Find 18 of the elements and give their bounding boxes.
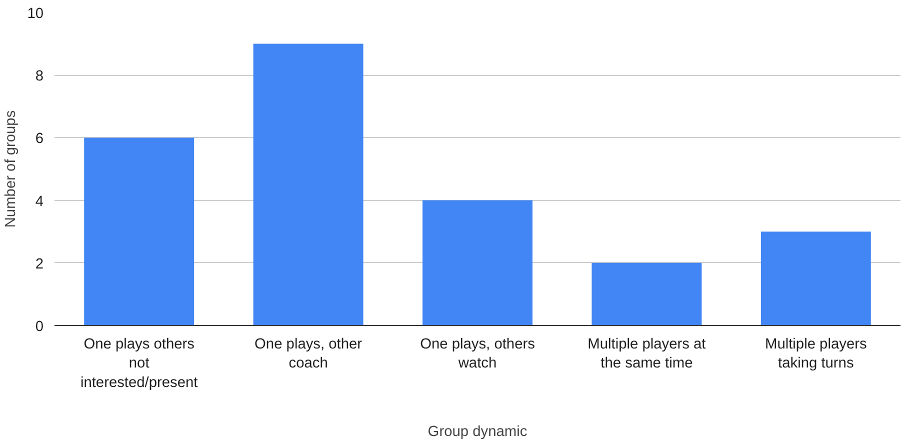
bar bbox=[592, 262, 702, 326]
x-axis-title: Group dynamic bbox=[428, 424, 528, 440]
y-tick-label: 6 bbox=[35, 131, 44, 148]
bar bbox=[422, 200, 532, 326]
bar bbox=[84, 138, 194, 326]
bar bbox=[253, 44, 364, 326]
x-tick-label: Multiple players at the same time bbox=[588, 336, 706, 372]
y-tick-label: 8 bbox=[35, 68, 44, 85]
y-tick-label: 4 bbox=[35, 194, 44, 210]
y-tick-label: 2 bbox=[35, 256, 44, 272]
y-tick-label: 10 bbox=[27, 6, 44, 22]
y-tick-label: 0 bbox=[35, 319, 44, 335]
x-tick-label: One plays, others watch bbox=[420, 336, 535, 372]
bar bbox=[760, 232, 871, 326]
y-axis-title: Number of groups bbox=[3, 110, 20, 228]
x-tick-label: Multiple players taking turns bbox=[764, 336, 867, 372]
x-tick-label: One plays others not interested/present bbox=[80, 336, 198, 391]
x-tick-label: One plays, other coach bbox=[254, 336, 362, 372]
